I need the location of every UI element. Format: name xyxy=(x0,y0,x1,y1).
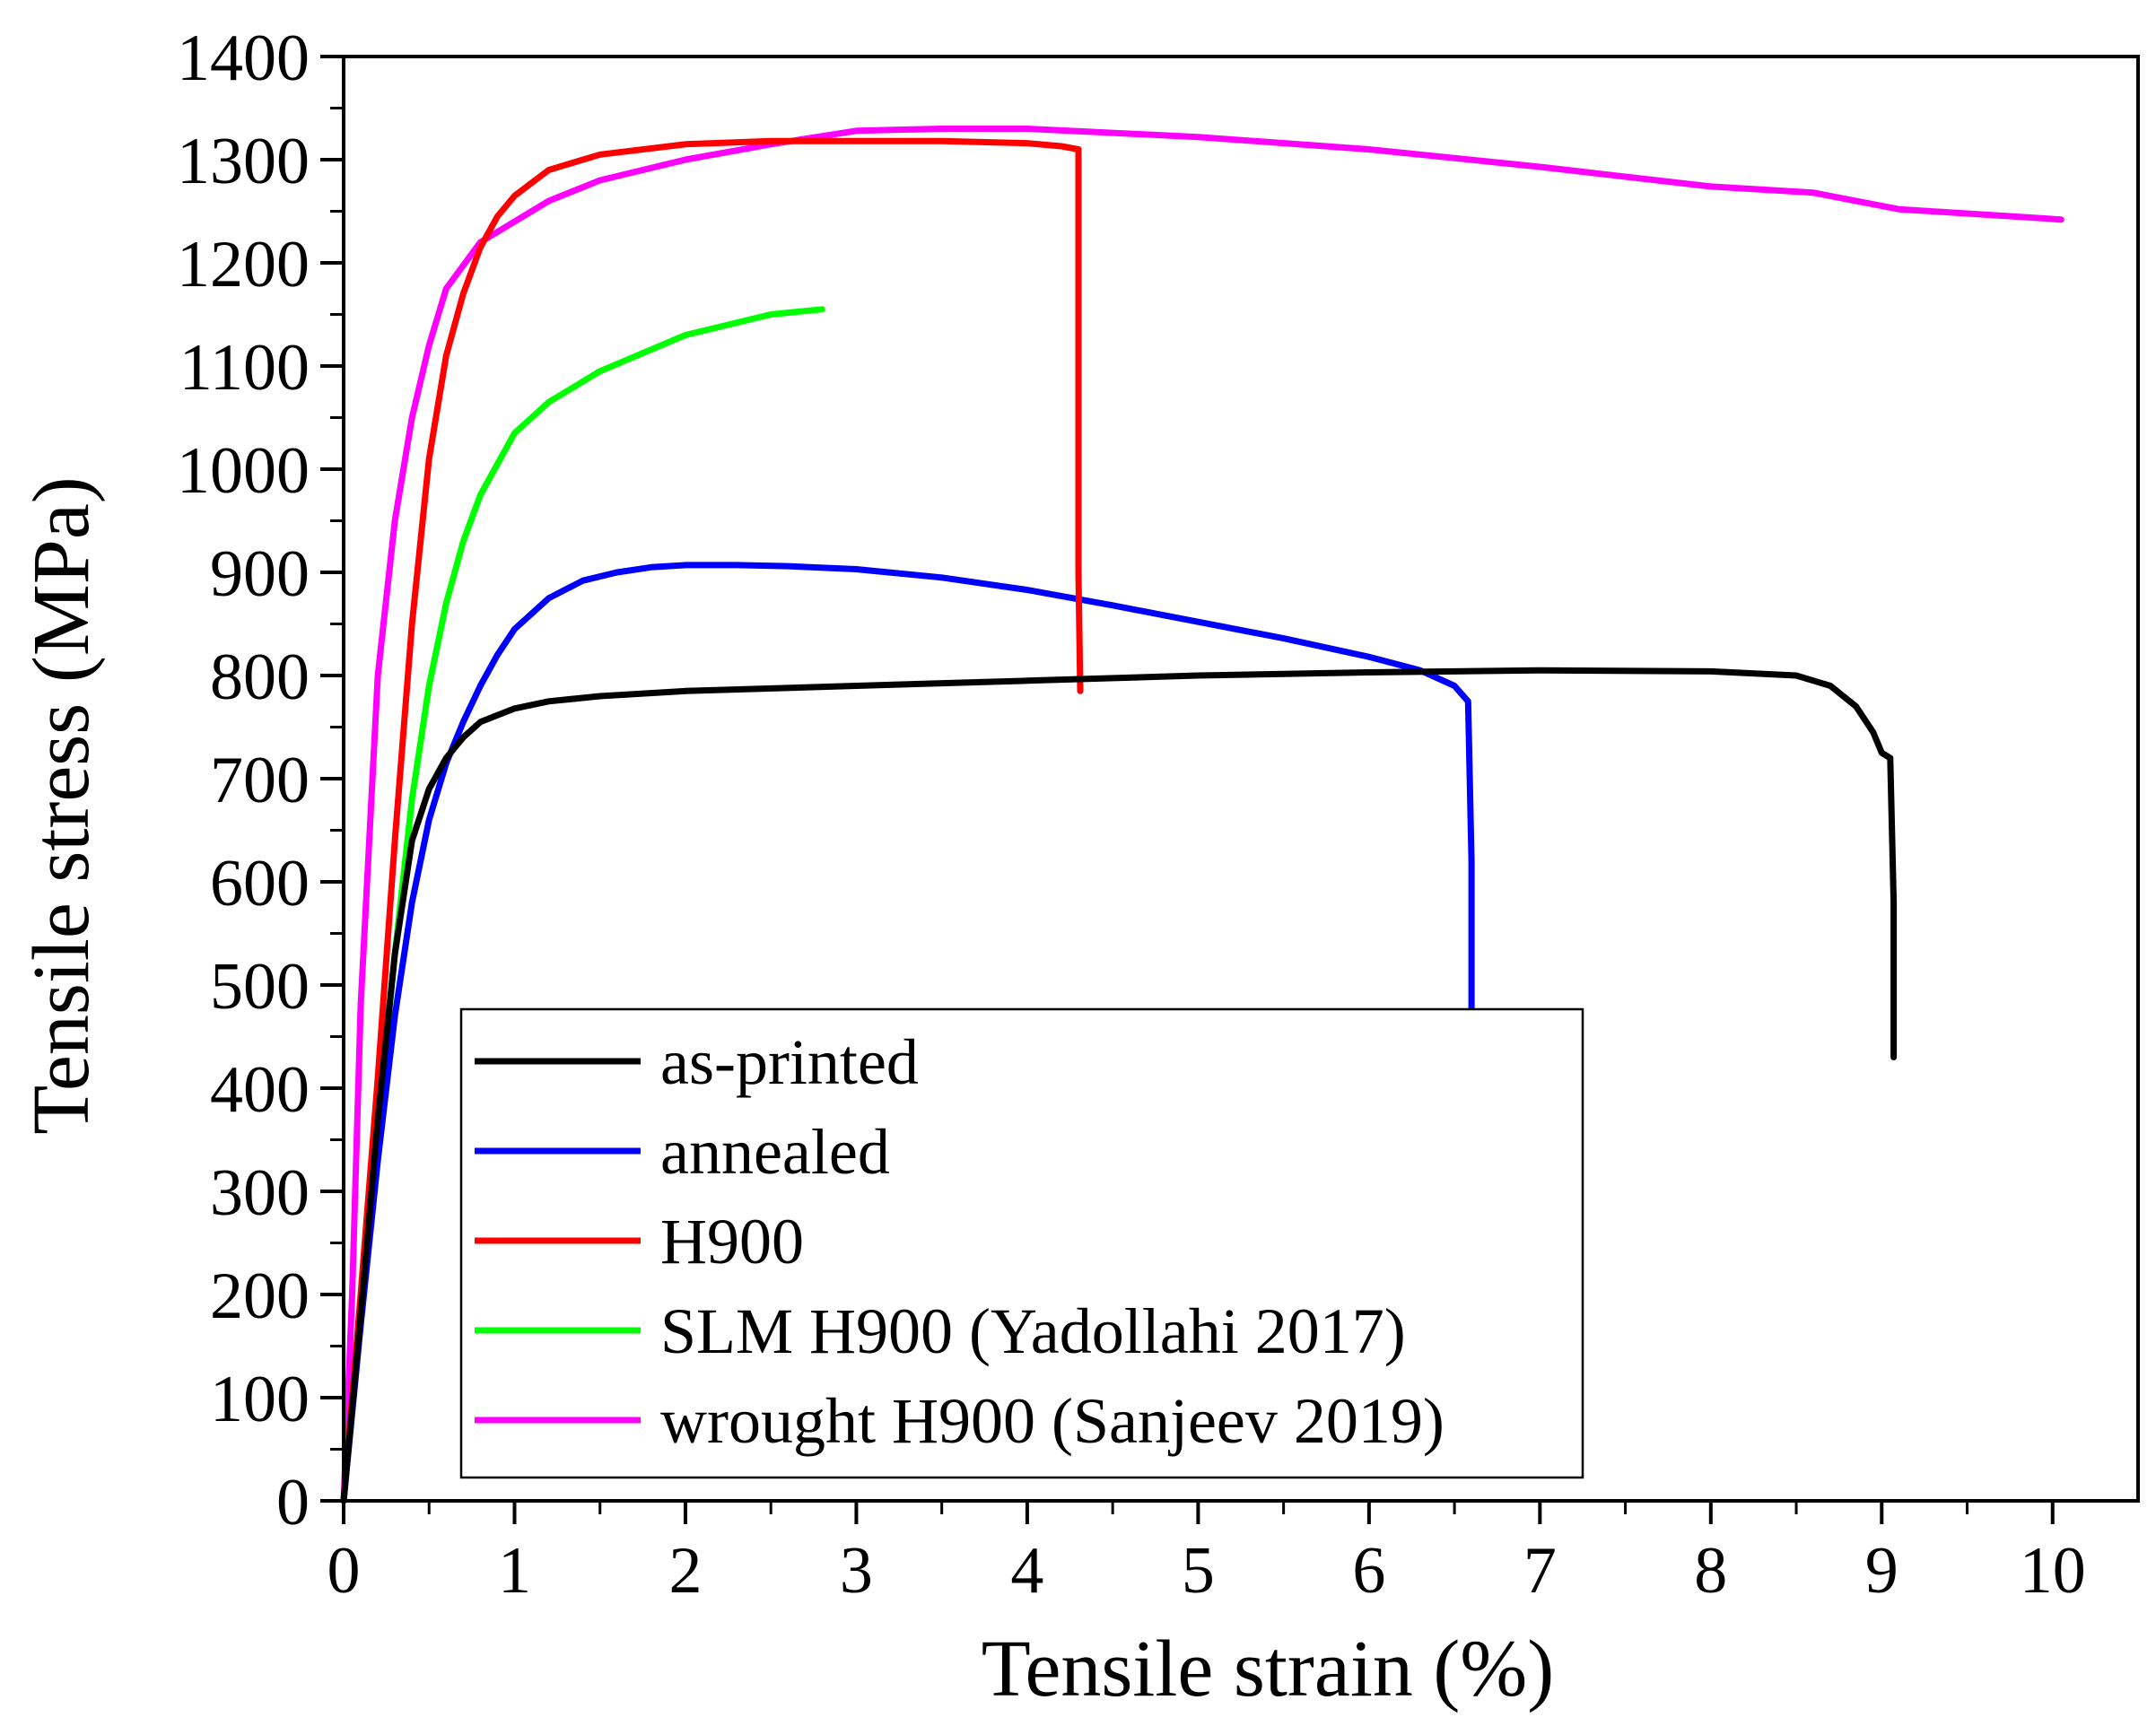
y-tick-label: 1100 xyxy=(179,331,310,405)
legend-label: wrought H900 (Sanjeev 2019) xyxy=(660,1385,1445,1457)
y-tick-label: 1000 xyxy=(177,434,310,508)
y-axis-title: Tensile stress (MPa) xyxy=(17,476,106,1135)
y-tick-label: 500 xyxy=(210,950,310,1024)
series-group xyxy=(340,126,2064,1504)
y-tick-label: 400 xyxy=(210,1053,310,1127)
y-tick-label: 100 xyxy=(210,1363,310,1436)
series-line-5 xyxy=(340,126,2064,1504)
plot-frame xyxy=(342,55,2140,1503)
series-line-3 xyxy=(340,137,1084,1504)
y-tick-label: 300 xyxy=(210,1156,310,1230)
x-tick-label: 4 xyxy=(1010,1534,1043,1608)
y-tick-label: 0 xyxy=(276,1466,310,1539)
x-tick-label: 2 xyxy=(668,1534,702,1608)
y-tick-label: 800 xyxy=(210,641,310,714)
series-line-1 xyxy=(340,667,1898,1504)
legend: as-printed annealed H900 SLM H900 (Yadollah… xyxy=(459,1007,1584,1479)
minor-ticks xyxy=(330,107,1969,1514)
x-tick-label: 6 xyxy=(1352,1534,1385,1608)
x-tick-label: 1 xyxy=(498,1534,531,1608)
x-tick-label: 10 xyxy=(2020,1534,2086,1608)
y-tick-label: 1400 xyxy=(177,22,310,95)
legend-label: annealed xyxy=(660,1116,890,1188)
y-tick-label: 700 xyxy=(210,744,310,817)
legend-box xyxy=(459,1007,1584,1479)
y-tick-label: 200 xyxy=(210,1260,310,1333)
series-line-2 xyxy=(340,562,1475,1504)
legend-label: H900 xyxy=(660,1206,804,1277)
legend-label: as-printed xyxy=(660,1026,919,1098)
major-ticks xyxy=(320,55,2055,1524)
y-tick-label: 900 xyxy=(210,537,310,611)
tick-labels: 0 1 2 3 4 5 6 7 8 9 100100200300400500600700800900… xyxy=(177,22,2086,1608)
x-tick-label: 5 xyxy=(1182,1534,1215,1608)
y-tick-label: 600 xyxy=(210,847,310,920)
x-tick-label: 8 xyxy=(1694,1534,1727,1608)
x-tick-label: 0 xyxy=(327,1534,361,1608)
x-tick-label: 3 xyxy=(840,1534,873,1608)
y-tick-label: 1300 xyxy=(177,125,310,198)
x-tick-label: 7 xyxy=(1523,1534,1557,1608)
x-axis-title: Tensile strain (%) xyxy=(982,1625,1554,1713)
y-tick-label: 1200 xyxy=(177,228,310,301)
x-tick-label: 9 xyxy=(1865,1534,1899,1608)
legend-label: SLM H900 (Yadollahi 2017) xyxy=(660,1295,1406,1367)
